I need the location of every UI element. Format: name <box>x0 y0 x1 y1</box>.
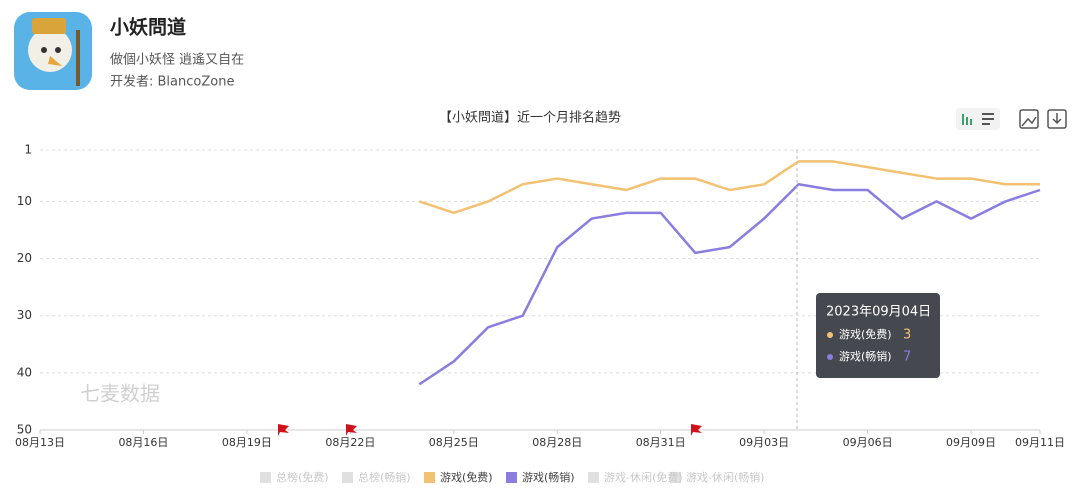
download-button[interactable] <box>1047 109 1067 129</box>
y-tick-label: 30 <box>17 308 32 322</box>
app-developer: 开发者: BlancoZone <box>110 74 234 90</box>
tooltip-dot <box>827 354 833 360</box>
tooltip: 2023年09月04日 游戏(免费) 3 游戏(畅销) 7 <box>816 293 940 378</box>
app-icon <box>14 12 92 90</box>
x-tick-label: 09月03日 <box>739 436 789 449</box>
app-name: 小妖問道 <box>110 16 186 39</box>
x-tick-label: 09月11日 <box>1015 436 1065 449</box>
tooltip-title: 2023年09月04日 <box>826 305 931 320</box>
legend-label[interactable]: 游戏(免费) <box>440 470 493 484</box>
y-tick-label: 1 <box>24 143 32 157</box>
app-slogan: 做個小妖怪 逍遙又自在 <box>110 53 244 68</box>
tooltip-name: 游戏(畅销) <box>839 349 892 363</box>
series-line <box>418 183 1041 386</box>
x-tick-label: 08月16日 <box>118 436 168 449</box>
tooltip-value: 7 <box>903 350 911 365</box>
legend-swatch <box>424 472 435 483</box>
y-tick-label: 50 <box>17 423 32 437</box>
y-tick-label: 40 <box>17 365 32 379</box>
x-tick-label: 08月19日 <box>222 436 272 449</box>
x-tick-label: 08月28日 <box>532 436 582 449</box>
legend-swatch <box>260 472 271 483</box>
legend-label[interactable]: 总榜(畅销) <box>358 470 411 484</box>
x-tick-label: 08月31日 <box>636 436 686 449</box>
x-tick-label: 09月06日 <box>843 436 893 449</box>
x-tick-label: 08月13日 <box>15 436 65 449</box>
x-tick-label: 09月09日 <box>946 436 996 449</box>
tooltip-dot <box>827 332 833 338</box>
x-tick-label: 08月25日 <box>429 436 479 449</box>
legend-label[interactable]: 游戏-休闲(畅销) <box>686 470 765 484</box>
legend-label[interactable]: 总榜(免费) <box>276 470 329 484</box>
legend: 总榜(免费) 总榜(畅销) 游戏(免费) 游戏(畅销) 游戏-休闲(免费) 游戏-休闲(畅… <box>260 470 765 484</box>
legend-swatch <box>506 472 517 483</box>
legend-swatch <box>342 472 353 483</box>
legend-label[interactable]: 游戏(畅销) <box>522 470 575 484</box>
watermark: 七麦数据 <box>80 382 160 406</box>
x-tick-label: 08月22日 <box>325 436 375 449</box>
tooltip-name: 游戏(免费) <box>839 327 892 341</box>
legend-swatch <box>588 472 599 483</box>
chart-title: 【小妖問道】近一个月排名趋势 <box>439 110 621 126</box>
save-image-button[interactable] <box>1019 109 1039 129</box>
toolbar[interactable] <box>956 108 1067 130</box>
tooltip-value: 3 <box>903 328 911 343</box>
event-flags <box>278 424 702 436</box>
series-line <box>418 160 1040 215</box>
legend-label[interactable]: 游戏-休闲(免费) <box>604 470 683 484</box>
y-tick-label: 20 <box>17 251 32 265</box>
legend-swatch <box>670 472 681 483</box>
y-tick-label: 10 <box>17 194 32 208</box>
